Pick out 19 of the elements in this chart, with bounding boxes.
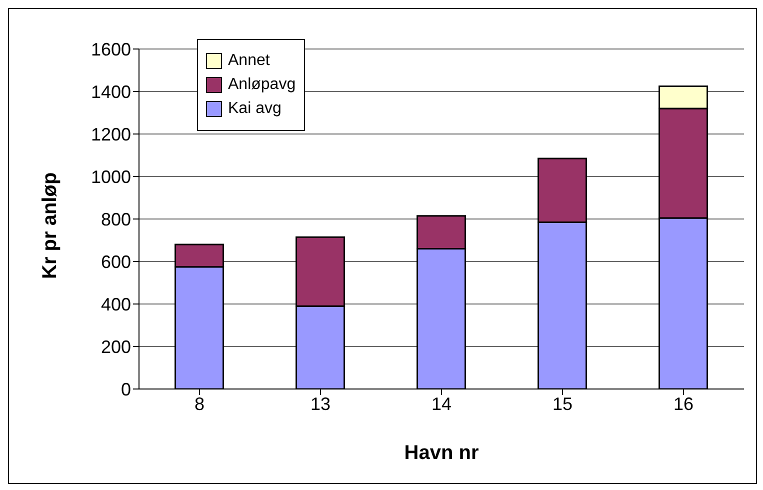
y-tick-label: 400 bbox=[100, 294, 131, 314]
x-tick-label: 8 bbox=[194, 394, 205, 414]
x-axis-title: Havn nr bbox=[404, 442, 479, 464]
y-tick-label: 1400 bbox=[90, 82, 131, 102]
x-tick-label: 14 bbox=[431, 394, 452, 414]
y-tick-label: 800 bbox=[100, 209, 131, 230]
y-tick-label: 1600 bbox=[90, 39, 131, 60]
x-tick-label: 15 bbox=[552, 394, 573, 414]
legend-label: Kai avg bbox=[228, 100, 282, 118]
y-tick-label: 600 bbox=[100, 252, 131, 272]
y-tick-label: 200 bbox=[100, 336, 131, 357]
legend-label: Anløpavg bbox=[228, 76, 296, 94]
x-tick-label: 13 bbox=[310, 394, 331, 414]
y-tick-label: 1000 bbox=[90, 166, 131, 187]
x-tick-label: 16 bbox=[673, 394, 694, 414]
y-tick-label: 1200 bbox=[90, 124, 131, 144]
y-axis-title: Kr pr anløp bbox=[39, 172, 62, 279]
y-tick-label: 0 bbox=[120, 379, 131, 400]
legend-label: Annet bbox=[228, 52, 270, 70]
